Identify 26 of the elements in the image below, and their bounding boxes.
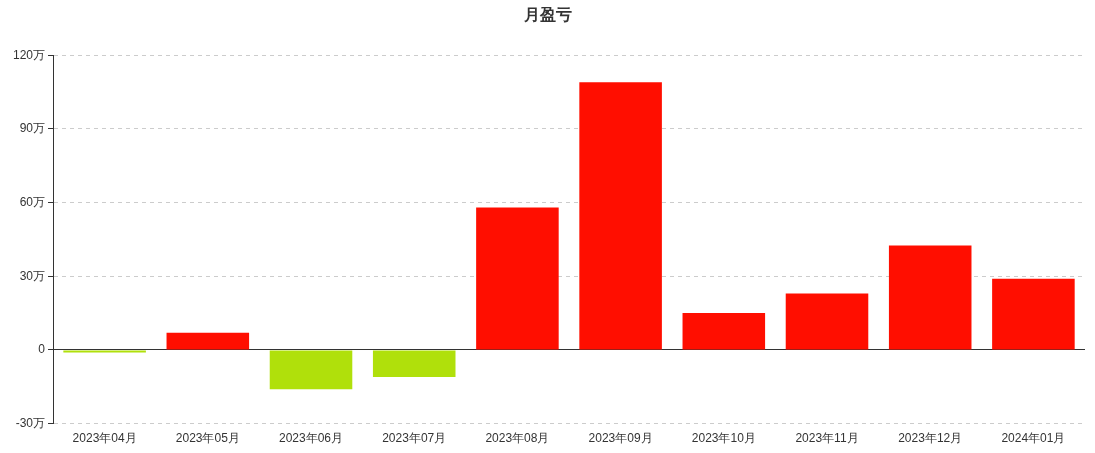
bar — [269, 350, 353, 390]
x-tick-label: 2023年05月 — [175, 431, 240, 446]
y-tick-label: 90万 — [19, 121, 46, 136]
x-tick-label: 2023年07月 — [382, 431, 447, 446]
x-tick-label: 2023年08月 — [485, 431, 550, 446]
x-tick-label: 2023年10月 — [691, 431, 756, 446]
bar — [682, 313, 766, 350]
y-tick-label: 120万 — [12, 47, 46, 62]
bar — [372, 350, 456, 377]
x-tick-label: 2023年09月 — [588, 431, 653, 446]
x-tick-label: 2023年06月 — [278, 431, 344, 446]
x-tick-label: 2023年04月 — [72, 431, 137, 446]
x-tick-label: 2023年11月 — [795, 431, 859, 446]
bar — [476, 207, 559, 350]
bar — [579, 82, 662, 350]
chart-title: 月盈亏 — [522, 4, 572, 24]
y-tick-label: 60万 — [19, 194, 46, 209]
y-tick-label: 0 — [38, 342, 46, 357]
y-tick-label: 30万 — [19, 268, 46, 283]
x-tick-label: 2024年01月 — [1001, 431, 1066, 446]
bar — [888, 245, 972, 350]
bar — [992, 278, 1075, 350]
y-tick-label: -30万 — [15, 415, 46, 430]
bar — [166, 332, 250, 350]
bar — [785, 293, 869, 350]
x-tick-label: 2023年12月 — [898, 431, 963, 446]
